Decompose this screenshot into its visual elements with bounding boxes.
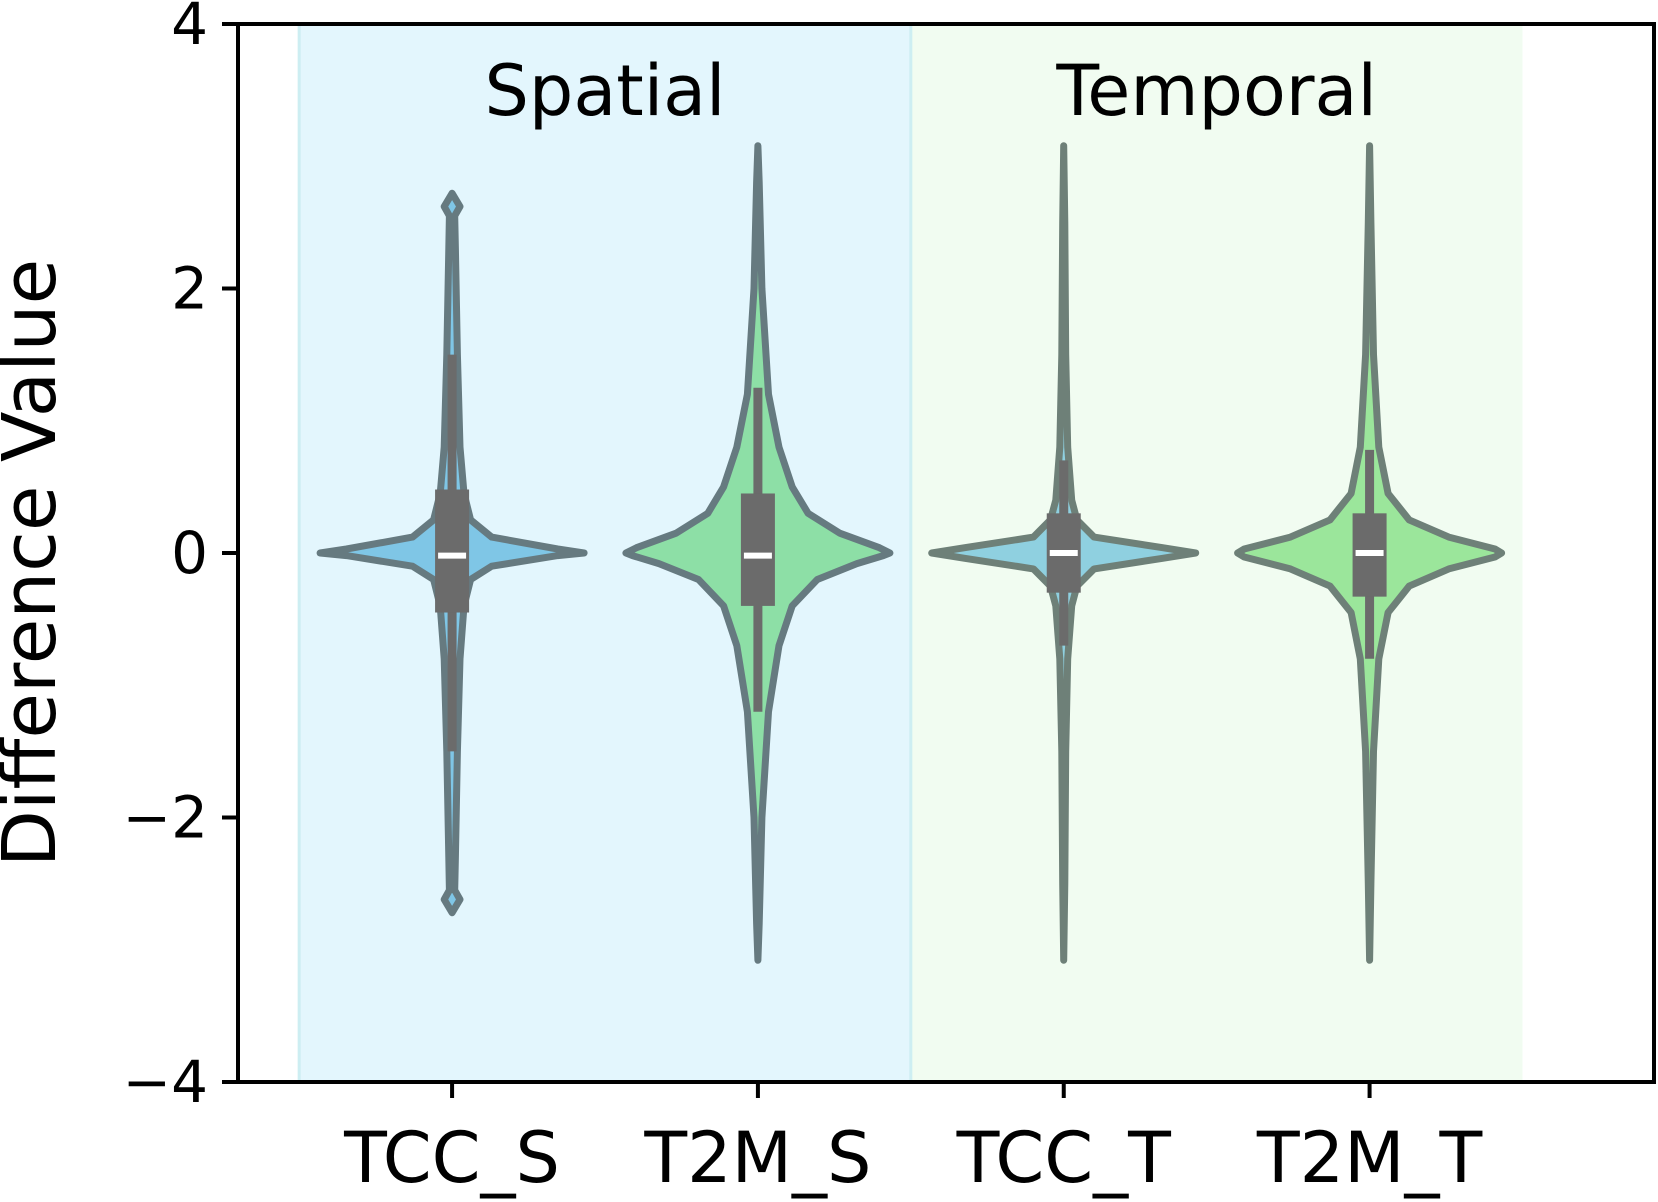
iqr-box <box>740 493 775 606</box>
region-label-temporal: Temporal <box>1055 50 1377 132</box>
y-tick-label: −4 <box>123 1048 209 1116</box>
violin-t2m_s <box>622 142 894 964</box>
y-tick-label: 2 <box>171 255 208 323</box>
y-tick-label: −2 <box>123 784 209 852</box>
violin-t2m_t <box>1234 142 1506 964</box>
x-tick-label-tcc_t: TCC_T <box>956 1117 1171 1199</box>
violin-tcc_s <box>316 189 588 917</box>
y-tick-label: 4 <box>171 0 208 58</box>
x-tick-label-tcc_s: TCC_S <box>343 1117 560 1199</box>
violin-tcc_t <box>928 142 1200 964</box>
y-axis-label: Difference Value <box>0 259 73 867</box>
iqr-box <box>435 489 470 613</box>
y-tick-label: 0 <box>171 519 208 587</box>
x-axis: TCC_S T2M_S TCC_T T2M_T <box>343 1082 1483 1199</box>
x-tick-label-t2m_s: T2M_S <box>643 1117 871 1199</box>
y-axis: 4 2 0 −2 −4 <box>123 0 238 1116</box>
region-label-spatial: Spatial <box>484 50 725 132</box>
violins <box>316 142 1506 964</box>
x-tick-label-t2m_t: T2M_T <box>1256 1117 1483 1199</box>
